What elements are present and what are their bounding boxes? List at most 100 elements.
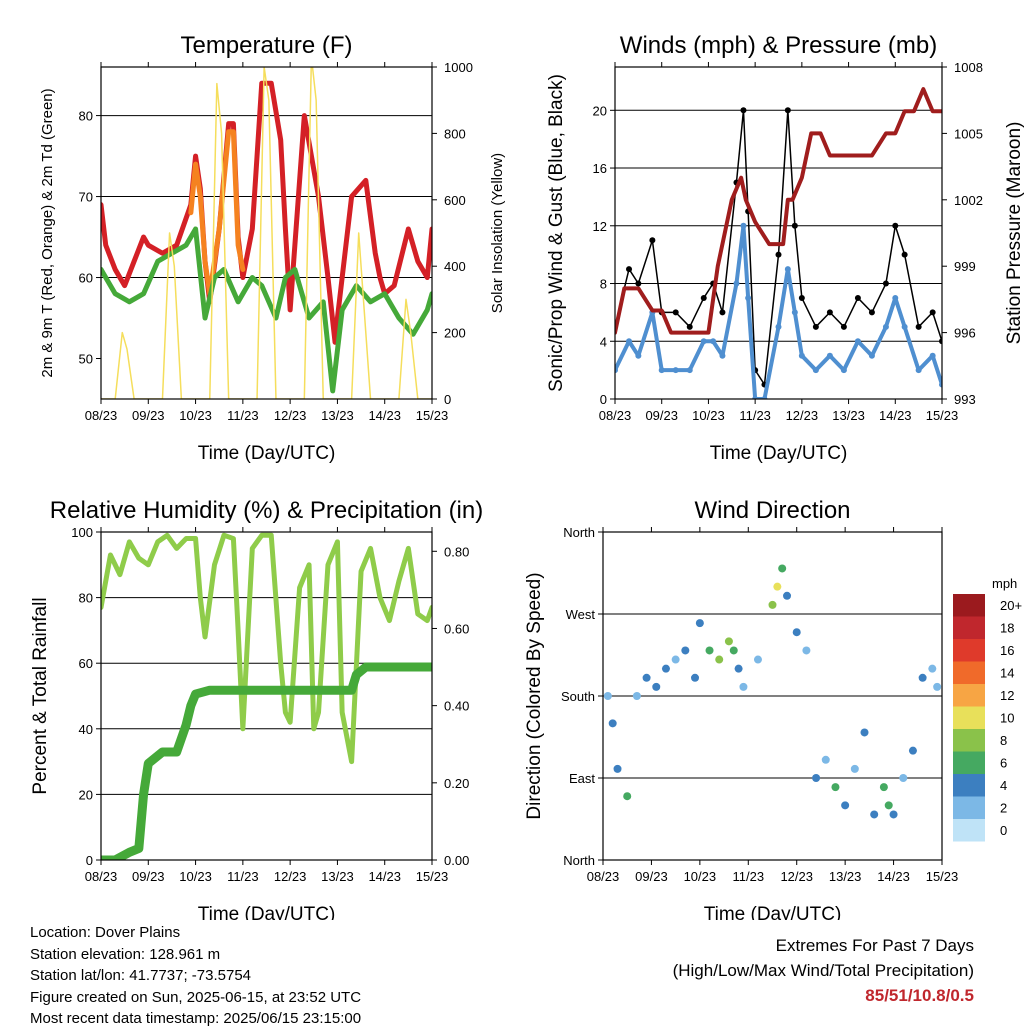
- y2-tick-label: 200: [444, 326, 466, 341]
- legend-swatch: [953, 594, 985, 617]
- direction-point: [812, 774, 821, 782]
- x-axis-label: Time (Day/UTC): [198, 443, 336, 464]
- series-group: [101, 67, 432, 399]
- y2-tick-label: 0.00: [444, 853, 469, 868]
- x-tick-label: 09/23: [635, 869, 668, 884]
- x-tick-label: 10/23: [684, 869, 717, 884]
- chart-title: Wind Direction: [694, 497, 850, 524]
- chart-title: Temperature (F): [180, 32, 352, 59]
- x-axis-label: Time (Day/UTC): [704, 904, 842, 920]
- legend-label: 20+: [1000, 598, 1022, 613]
- plot-frame: [614, 66, 943, 400]
- y-tick-label: North: [563, 525, 595, 540]
- extremes-heading: Extremes For Past 7 Days: [775, 936, 974, 955]
- x-tick-label: 10/23: [179, 869, 212, 884]
- x-tick-label: 12/23: [780, 869, 813, 884]
- legend-label: 10: [1000, 711, 1014, 726]
- y2-tick-label: 800: [444, 126, 466, 141]
- x-tick-label: 13/23: [829, 869, 862, 884]
- direction-point: [918, 673, 927, 682]
- x-tick-label: 11/23: [732, 869, 764, 884]
- y-axis-label: 2m & 9m T (Red, Orange) & 2m Td (Green): [39, 88, 56, 377]
- direction-point: [928, 664, 937, 673]
- y-tick-label: 12: [593, 219, 607, 234]
- direction-point: [792, 628, 801, 637]
- panel-2: Winds (mph) & Pressure (mb) Time (Day/UTC…: [546, 32, 1024, 464]
- direction-point: [821, 755, 830, 764]
- y-tick-label: 16: [593, 161, 607, 176]
- x-tick-label: 15/23: [926, 869, 959, 884]
- legend-swatch: [953, 639, 985, 662]
- legend-swatch: [953, 706, 985, 729]
- x-tick-label: 13/23: [321, 869, 354, 884]
- direction-point: [613, 764, 622, 773]
- panel-4: Wind Direction Time (Day/UTC) Direction (C…: [524, 497, 1022, 920]
- y-tick-label: 50: [79, 352, 93, 367]
- x-tick-label: 09/23: [645, 408, 678, 423]
- direction-point: [705, 646, 714, 655]
- y2-tick-label: 1002: [954, 193, 983, 208]
- y2-tick-label: 0.60: [444, 621, 469, 636]
- x-tick-label: 11/23: [227, 408, 259, 423]
- direction-point: [778, 564, 787, 573]
- x-tick-label: 15/23: [416, 408, 449, 423]
- x-axis-label: Time (Day/UTC): [198, 904, 336, 920]
- y2-tick-label: 0: [444, 392, 451, 407]
- x-tick-label: 14/23: [368, 408, 401, 423]
- direction-point: [671, 655, 680, 664]
- wind-line: [615, 223, 942, 399]
- direction-point: [729, 646, 738, 655]
- legend-swatch: [953, 616, 985, 639]
- created-text: Figure created on Sun, 2025-06-15, at 23…: [30, 988, 362, 1006]
- x-tick-label: 08/23: [599, 408, 632, 423]
- latest-timestamp-text: Most recent data timestamp: 2025/06/15 2…: [30, 1010, 362, 1027]
- direction-point: [681, 646, 690, 655]
- legend-label: 18: [1000, 621, 1014, 636]
- extremes-box: Extremes For Past 7 Days (High/Low/Max W…: [673, 933, 974, 1008]
- y-tick-label: East: [569, 771, 595, 786]
- y2-tick-label: 400: [444, 259, 466, 274]
- y2-tick-label: 0.20: [444, 776, 469, 791]
- y-tick-label: 80: [79, 109, 93, 124]
- direction-point: [933, 682, 942, 691]
- y-axis-label: Direction (Colored By Speed): [524, 572, 545, 819]
- series-group: [101, 532, 432, 860]
- series-line: [615, 87, 942, 335]
- y-axis-label: Sonic/Prop Wind & Gust (Blue, Black): [546, 74, 567, 392]
- y-tick-label: 60: [79, 271, 93, 286]
- y2-axis-label: Station Pressure (Maroon): [1004, 122, 1024, 345]
- direction-point: [691, 673, 700, 682]
- x-tick-label: 08/23: [587, 869, 620, 884]
- y2-tick-label: 1000: [444, 60, 473, 75]
- direction-point: [753, 655, 762, 664]
- y-tick-label: 4: [600, 334, 607, 349]
- legend-label: 14: [1000, 666, 1014, 681]
- series-line: [101, 67, 432, 399]
- series-line: [188, 129, 246, 297]
- extremes-subheading: (High/Low/Max Wind/Total Precipitation): [672, 961, 974, 980]
- y2-tick-label: 999: [954, 259, 976, 274]
- y-tick-label: 20: [593, 103, 607, 118]
- series-line: [101, 226, 432, 394]
- direction-point: [899, 774, 908, 782]
- x-tick-label: 14/23: [877, 869, 910, 884]
- x-tick-label: 10/23: [692, 408, 725, 423]
- direction-point: [831, 783, 840, 792]
- legend-label: 6: [1000, 756, 1007, 771]
- x-tick-label: 15/23: [416, 869, 449, 884]
- extremes-values: 85/51/10.8/0.5: [865, 986, 974, 1005]
- y-tick-label: 20: [79, 787, 93, 802]
- y-tick-label: 0: [600, 392, 607, 407]
- y-tick-label: South: [561, 689, 595, 704]
- direction-point: [734, 664, 743, 673]
- series-line: [101, 662, 432, 860]
- series-line: [101, 80, 432, 345]
- y2-tick-label: 993: [954, 392, 976, 407]
- direction-point: [802, 646, 811, 655]
- y-tick-label: 8: [600, 277, 607, 292]
- legend-swatch: [953, 729, 985, 752]
- legend-label: 12: [1000, 688, 1014, 703]
- elevation-text: Station elevation: 128.961 m: [30, 945, 221, 963]
- plot-frame: [602, 531, 943, 861]
- x-tick-label: 15/23: [926, 408, 959, 423]
